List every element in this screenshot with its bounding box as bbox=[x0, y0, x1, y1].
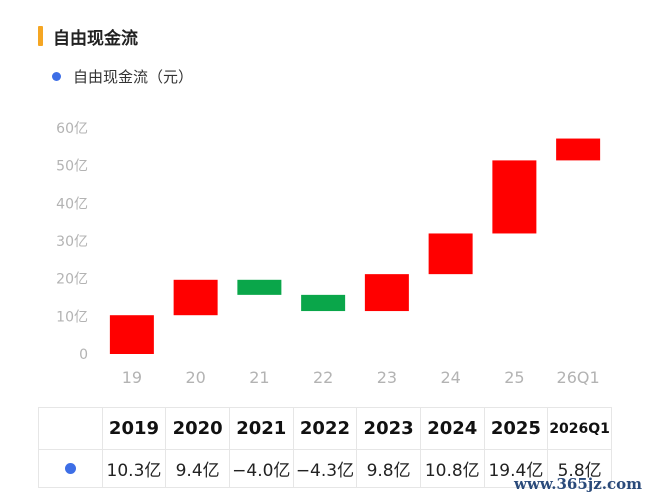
legend-dot bbox=[52, 72, 61, 81]
y-tick-label: 10亿 bbox=[56, 309, 88, 325]
x-tick-label: 25 bbox=[504, 368, 524, 387]
waterfall-bar[interactable] bbox=[556, 138, 601, 161]
series-dot-icon bbox=[64, 462, 76, 474]
section-header: 自由现金流 bbox=[38, 24, 138, 49]
x-tick-label: 20 bbox=[185, 368, 205, 387]
table-header-cell: 2021 bbox=[228, 407, 294, 450]
waterfall-bar[interactable] bbox=[237, 279, 282, 295]
waterfall-bar[interactable] bbox=[301, 294, 346, 312]
waterfall-bar[interactable] bbox=[492, 160, 537, 234]
y-tick-label: 60亿 bbox=[56, 121, 88, 137]
section-title: 自由现金流 bbox=[53, 28, 138, 49]
table-header-cell: 2024 bbox=[419, 407, 485, 450]
y-tick-label: 30亿 bbox=[56, 234, 88, 250]
x-tick-label: 26Q1 bbox=[557, 368, 600, 387]
table-row-marker bbox=[38, 449, 103, 488]
legend-label: 自由现金流（元） bbox=[73, 68, 194, 86]
table-header-row: 2019 2020 2021 2022 2023 2024 2025 2026Q… bbox=[38, 407, 612, 450]
legend[interactable]: 自由现金流（元） bbox=[52, 66, 193, 87]
table-cell: −4.3亿 bbox=[292, 449, 358, 488]
table-header-cell: 2026Q1 bbox=[547, 407, 612, 450]
x-tick-label: 24 bbox=[440, 368, 460, 387]
table-cell: −4.0亿 bbox=[228, 449, 294, 488]
y-tick-label: 0 bbox=[79, 347, 88, 363]
data-table: 2019 2020 2021 2022 2023 2024 2025 2026Q… bbox=[38, 407, 612, 488]
table-header-cell: 2022 bbox=[292, 407, 358, 450]
table-cell: 5.8亿 bbox=[547, 449, 612, 488]
waterfall-bar[interactable] bbox=[173, 279, 218, 316]
table-cell: 19.4亿 bbox=[483, 449, 549, 488]
x-tick-label: 19 bbox=[122, 368, 142, 387]
y-tick-label: 50亿 bbox=[56, 159, 88, 175]
table-cell: 10.3亿 bbox=[101, 449, 167, 488]
table-header-cell: 2020 bbox=[165, 407, 230, 450]
waterfall-bar[interactable] bbox=[109, 315, 154, 354]
table-header-cell: 2025 bbox=[483, 407, 549, 450]
table-row: 10.3亿 9.4亿 −4.0亿 −4.3亿 9.8亿 10.8亿 19.4亿 … bbox=[38, 449, 612, 488]
table-header-cell: 2019 bbox=[101, 407, 167, 450]
accent-bar bbox=[38, 26, 43, 46]
x-tick-label: 23 bbox=[377, 368, 397, 387]
y-tick-label: 20亿 bbox=[56, 272, 88, 288]
table-cell: 10.8亿 bbox=[419, 449, 485, 488]
waterfall-bar[interactable] bbox=[428, 233, 473, 275]
waterfall-chart: 0 10亿 20亿 30亿 40亿 50亿 60亿 19 20 21 22 23 24 25 26Q1 bbox=[56, 121, 601, 387]
y-tick-label: 40亿 bbox=[56, 196, 88, 212]
table-header-cell: 2023 bbox=[356, 407, 421, 450]
table-corner bbox=[38, 407, 103, 450]
x-tick-label: 22 bbox=[313, 368, 333, 387]
table-cell: 9.4亿 bbox=[165, 449, 230, 488]
table-cell: 9.8亿 bbox=[356, 449, 421, 488]
x-tick-label: 21 bbox=[249, 368, 269, 387]
watermark: www.365jz.com bbox=[514, 475, 642, 493]
waterfall-bar[interactable] bbox=[364, 274, 409, 312]
